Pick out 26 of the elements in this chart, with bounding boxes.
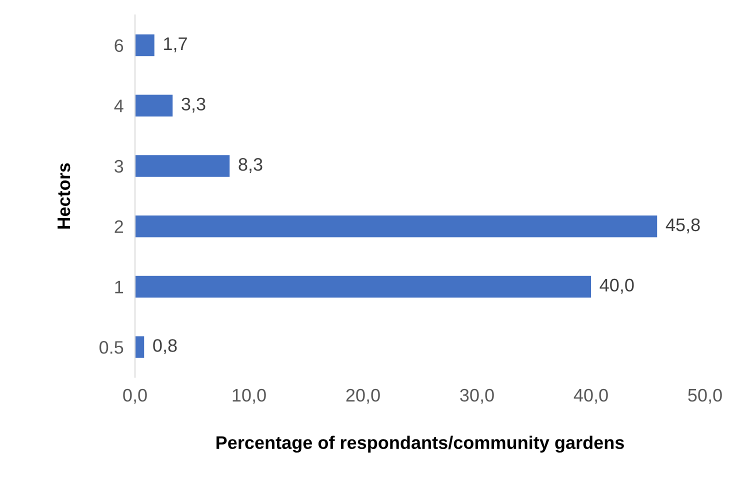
data-label: 1,7 bbox=[164, 38, 187, 52]
bar bbox=[135, 155, 230, 177]
x-tick-label: 0,0 bbox=[123, 388, 147, 404]
y-tick-label: 2 bbox=[114, 220, 123, 233]
x-tick-label: 10,0 bbox=[232, 388, 266, 404]
y-tick-label: 3 bbox=[114, 160, 124, 173]
data-label: 0,8 bbox=[153, 339, 177, 354]
data-label: 3,3 bbox=[182, 98, 206, 113]
data-label: 8,3 bbox=[238, 158, 262, 173]
bar bbox=[135, 94, 173, 116]
y-tick-label: 0.5 bbox=[99, 341, 124, 354]
x-axis-title: Percentage of respondants/community gardens bbox=[216, 436, 624, 453]
x-tick-label: 40,0 bbox=[574, 388, 608, 404]
x-tick-label: 50,0 bbox=[688, 388, 722, 404]
bar bbox=[135, 276, 591, 298]
x-tick-label: 30,0 bbox=[460, 388, 494, 404]
y-tick-label: 1 bbox=[115, 280, 124, 294]
y-tick-label: 4 bbox=[114, 100, 124, 112]
y-tick-label: 6 bbox=[114, 39, 124, 52]
bar bbox=[135, 215, 658, 238]
bar bbox=[135, 34, 154, 56]
bar bbox=[135, 336, 144, 358]
data-label: 45,8 bbox=[666, 218, 700, 234]
y-axis-title: Hectors bbox=[58, 163, 70, 229]
data-label: 40,0 bbox=[600, 278, 634, 294]
x-tick-label: 20,0 bbox=[346, 388, 380, 404]
